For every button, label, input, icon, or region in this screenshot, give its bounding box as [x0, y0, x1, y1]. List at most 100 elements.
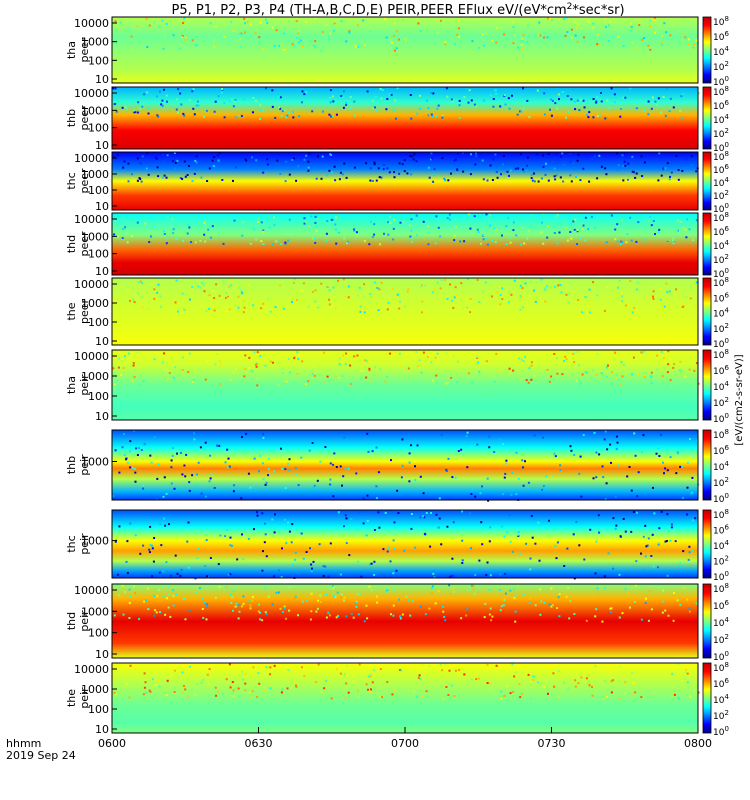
speckle	[427, 231, 430, 234]
speckle	[326, 375, 329, 378]
speckle	[697, 382, 700, 385]
speckle	[347, 285, 350, 288]
speckle	[295, 29, 298, 32]
colorbar-tick-label: 102	[713, 60, 729, 73]
speckle	[265, 613, 268, 616]
speckle	[492, 158, 495, 161]
speckle	[565, 358, 568, 361]
speckle	[139, 162, 142, 165]
y-tick-label: 10	[95, 265, 109, 278]
speckle	[557, 284, 560, 287]
speckle	[500, 26, 503, 29]
speckle	[619, 214, 622, 216]
speckle	[313, 44, 316, 47]
speckle	[180, 103, 183, 106]
speckle	[327, 611, 330, 614]
speckle	[202, 284, 205, 287]
colorbar-tick-label: 104	[713, 176, 729, 189]
speckle	[478, 301, 481, 303]
speckle	[208, 298, 211, 301]
speckle	[439, 663, 442, 666]
speckle	[265, 666, 268, 669]
speckle	[312, 486, 315, 489]
speckle	[148, 241, 151, 243]
speckle	[687, 38, 690, 41]
speckle	[418, 677, 421, 680]
speckle	[126, 572, 129, 574]
speckle	[668, 110, 671, 113]
speckle	[493, 227, 496, 230]
speckle	[408, 480, 411, 483]
speckle	[251, 367, 254, 369]
speckle	[455, 294, 458, 297]
speckle	[517, 46, 519, 49]
speckle	[194, 372, 196, 375]
speckle	[525, 379, 528, 382]
speckle	[222, 282, 225, 285]
y-tick-label: 100	[88, 390, 109, 403]
speckle	[141, 282, 143, 285]
speckle	[145, 691, 147, 694]
y-tick-label: 100	[88, 122, 109, 135]
speckle	[184, 618, 187, 621]
speckle	[134, 668, 137, 671]
speckle	[442, 610, 445, 613]
speckle	[656, 368, 659, 371]
y-tick-label: 10	[95, 200, 109, 213]
speckle	[557, 596, 560, 599]
speckle	[517, 533, 519, 536]
speckle	[368, 369, 371, 372]
speckle	[360, 575, 363, 578]
x-corner-label-date: 2019 Sep 24	[6, 749, 76, 762]
speckle	[113, 383, 116, 386]
colorbar-tick-label: 108	[713, 508, 729, 521]
speckle	[151, 544, 153, 547]
speckle	[345, 542, 348, 545]
speckle	[242, 558, 245, 561]
speckle	[691, 519, 694, 522]
speckle	[509, 692, 512, 695]
speckle	[183, 114, 186, 117]
speckle	[647, 619, 650, 622]
speckle	[436, 107, 439, 110]
speckle	[467, 589, 470, 592]
speckle	[569, 153, 572, 156]
speckle	[581, 311, 583, 314]
speckle	[609, 607, 612, 610]
speckle	[166, 235, 169, 238]
speckle	[655, 452, 658, 455]
speckle	[534, 542, 537, 545]
speckle	[295, 179, 298, 182]
speckle	[398, 598, 400, 601]
speckle	[595, 451, 598, 454]
speckle	[652, 297, 655, 300]
speckle	[579, 455, 582, 458]
speckle	[287, 111, 290, 114]
speckle	[414, 546, 417, 549]
speckle	[208, 308, 211, 310]
speckle	[560, 291, 563, 294]
speckle	[509, 169, 512, 172]
speckle	[431, 591, 434, 594]
speckle	[575, 176, 577, 178]
speckle	[242, 678, 245, 681]
speckle	[214, 363, 217, 366]
speckle	[393, 176, 396, 179]
panel-probe-label: thc	[65, 535, 78, 552]
speckle	[535, 153, 538, 156]
speckle	[471, 381, 474, 384]
speckle	[595, 373, 598, 376]
speckle	[432, 572, 435, 575]
speckle	[341, 375, 344, 377]
speckle	[394, 117, 397, 120]
speckle	[460, 33, 463, 36]
speckle	[600, 372, 603, 375]
speckle	[114, 87, 117, 90]
speckle	[554, 544, 557, 547]
speckle	[691, 365, 694, 368]
speckle	[257, 217, 260, 220]
speckle	[371, 180, 374, 182]
speckle	[562, 180, 565, 183]
speckle	[122, 367, 125, 369]
speckle	[651, 96, 654, 99]
